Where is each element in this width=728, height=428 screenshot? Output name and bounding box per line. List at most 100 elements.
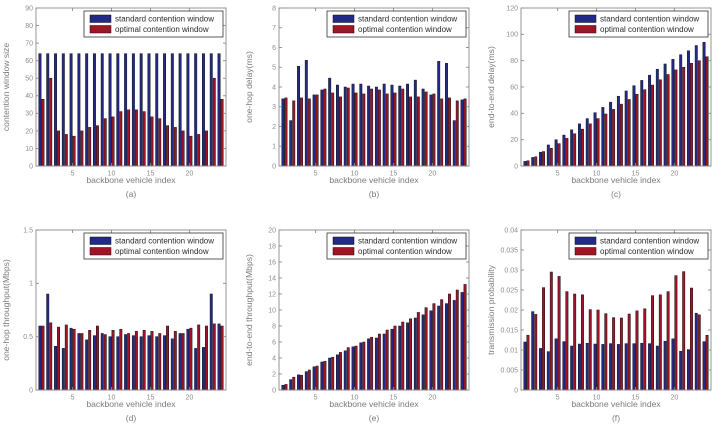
y-tick-label: 14 <box>268 275 276 282</box>
bar-standard-4 <box>547 144 551 167</box>
bar-standard-2 <box>46 53 50 167</box>
subplot-f: 0 0.005 0.01 0.015 0.02 0.025 0.03 0.035 0.04 5 10… <box>485 214 728 428</box>
bar-standard-23 <box>695 312 699 391</box>
bar-optimal-4 <box>550 271 554 391</box>
bar-standard-12 <box>124 53 128 167</box>
bar-optimal-3 <box>542 151 546 167</box>
y-tick-label: 40 <box>25 93 33 100</box>
bar-optimal-11 <box>362 93 365 167</box>
bar-optimal-24 <box>705 56 709 167</box>
bar-optimal-20 <box>432 303 436 391</box>
bar-standard-4 <box>547 351 551 391</box>
bar-standard-3 <box>54 346 57 391</box>
x-tick-label: 15 <box>389 171 397 178</box>
y-tick-label: 10 <box>268 307 276 314</box>
bar-optimal-13 <box>620 317 624 391</box>
bar-standard-20 <box>671 59 675 167</box>
bar-optimal-23 <box>212 323 216 391</box>
bar-standard-6 <box>320 89 323 167</box>
bar-optimal-16 <box>400 321 404 391</box>
bar-optimal-12 <box>612 109 616 167</box>
subplot-letter: (e) <box>368 413 379 423</box>
bar-optimal-18 <box>659 294 663 391</box>
y-tick-label: 0.01 <box>505 347 519 354</box>
bar-standard-21 <box>436 61 440 167</box>
bar-optimal-16 <box>643 89 647 167</box>
bar-optimal-21 <box>197 134 201 167</box>
bar-optimal-9 <box>589 309 593 391</box>
subplot-letter: (d) <box>126 413 137 423</box>
y-tick-label: 0.04 <box>505 227 519 234</box>
y-tick-label: 7 <box>272 25 276 32</box>
bar-optimal-17 <box>166 325 169 391</box>
bar-standard-15 <box>632 85 636 167</box>
bar-optimal-19 <box>424 307 428 391</box>
bar-optimal-22 <box>447 293 451 391</box>
bar-standard-9 <box>100 53 104 167</box>
y-tick-label: 0 <box>29 163 33 170</box>
bar-standard-5 <box>554 338 558 391</box>
bar-standard-13 <box>617 95 621 167</box>
legend-label-standard: standard contention window <box>115 15 214 24</box>
bar-optimal-10 <box>111 116 115 167</box>
bar-optimal-3 <box>299 97 303 167</box>
bar-standard-4 <box>61 53 65 167</box>
bar-standard-24 <box>460 292 464 391</box>
y-tick-label: 2 <box>272 371 276 378</box>
bar-optimal-12 <box>127 333 131 391</box>
bar-optimal-2 <box>49 77 53 167</box>
bar-optimal-24 <box>463 98 467 167</box>
bar-standard-2 <box>46 293 50 391</box>
bar-standard-7 <box>570 345 574 391</box>
bar-standard-1 <box>38 53 42 167</box>
y-tick-label: 8 <box>272 5 276 12</box>
x-tick-label: 15 <box>632 395 640 402</box>
bar-optimal-4 <box>550 147 554 167</box>
bar-standard-3 <box>54 53 57 167</box>
y-axis-label: transmission probability <box>486 264 496 354</box>
bar-optimal-15 <box>393 325 397 391</box>
bar-standard-4 <box>61 348 65 391</box>
bar-optimal-5 <box>72 328 76 391</box>
y-tick-label: 16 <box>268 259 276 266</box>
bar-standard-3 <box>296 66 300 167</box>
bar-optimal-7 <box>330 92 334 167</box>
subplot-b: 0 1 2 3 4 5 6 7 8 5 10 15 20 one-hop delay(ms) backbon… <box>243 0 486 214</box>
bar-optimal-17 <box>408 96 412 167</box>
legend-label-optimal: optimal contention window <box>600 247 694 256</box>
y-tick-label: 60 <box>511 84 519 91</box>
bar-optimal-10 <box>354 92 358 167</box>
bar-standard-9 <box>586 118 590 167</box>
series-standard <box>523 311 706 391</box>
bar-standard-23 <box>209 293 213 391</box>
y-axis-label: end-to-end delay(ms) <box>486 46 496 128</box>
x-tick-label: 15 <box>147 394 155 401</box>
bar-standard-2 <box>531 157 535 167</box>
bar-standard-24 <box>217 53 221 167</box>
bar-optimal-18 <box>416 96 420 167</box>
bar-optimal-1 <box>526 334 530 391</box>
bar-standard-11 <box>116 336 120 391</box>
bar-standard-7 <box>327 357 331 391</box>
bar-optimal-24 <box>220 99 224 167</box>
bar-standard-5 <box>312 366 316 391</box>
bar-optimal-14 <box>628 99 631 167</box>
bar-optimal-9 <box>103 334 107 391</box>
bar-standard-11 <box>601 107 605 167</box>
bar-optimal-11 <box>119 328 123 391</box>
subplot-canvas-(d): 0 0.5 1 1.5 5 10 15 20 one-hop throughput(Mbps) b… <box>1 227 227 423</box>
y-tick-label: 100 <box>507 32 519 39</box>
bar-standard-22 <box>687 349 691 391</box>
bar-standard-1 <box>281 98 285 167</box>
bar-standard-8 <box>93 335 96 391</box>
bar-standard-21 <box>679 54 683 167</box>
bar-standard-19 <box>663 63 667 167</box>
subplot-c: 0 20 40 60 80 100 120 5 10 15 20 end-to-end delay(m… <box>485 0 728 214</box>
bar-optimal-9 <box>589 123 593 167</box>
x-tick-label: 10 <box>350 171 358 178</box>
bar-optimal-24 <box>705 334 709 391</box>
bar-optimal-15 <box>635 310 639 391</box>
